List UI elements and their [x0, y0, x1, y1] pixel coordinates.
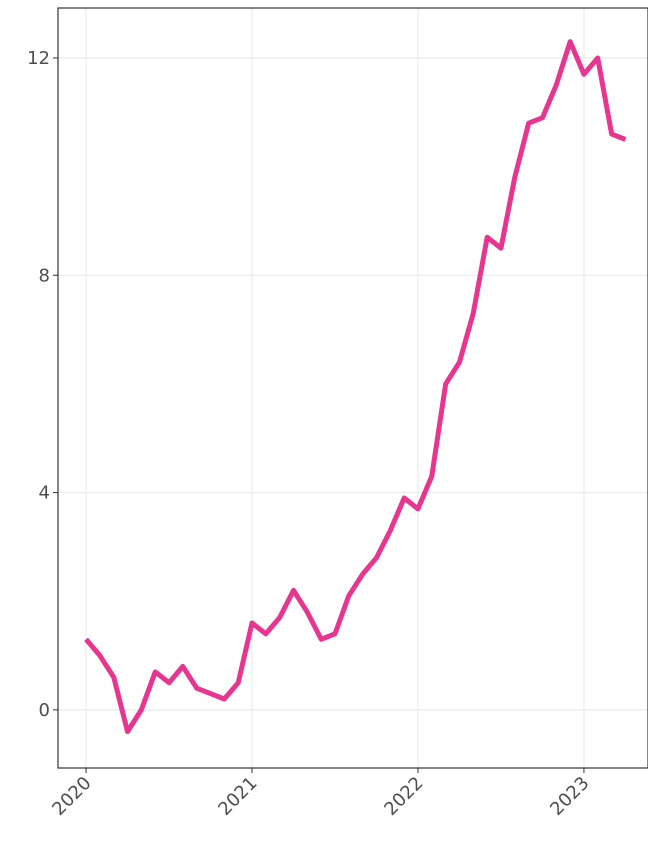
x-tick-label: 2023	[546, 773, 593, 820]
y-tick-label: 8	[39, 265, 50, 286]
x-tick-label: 2021	[214, 773, 261, 820]
x-tick-label: 2022	[380, 773, 427, 820]
y-tick-label: 12	[27, 48, 50, 69]
plot-border	[57, 7, 648, 769]
y-tick-label: 0	[39, 700, 50, 721]
x-tick-label: 2020	[48, 773, 95, 820]
line	[84, 39, 627, 735]
y-tick-label: 4	[39, 483, 50, 504]
